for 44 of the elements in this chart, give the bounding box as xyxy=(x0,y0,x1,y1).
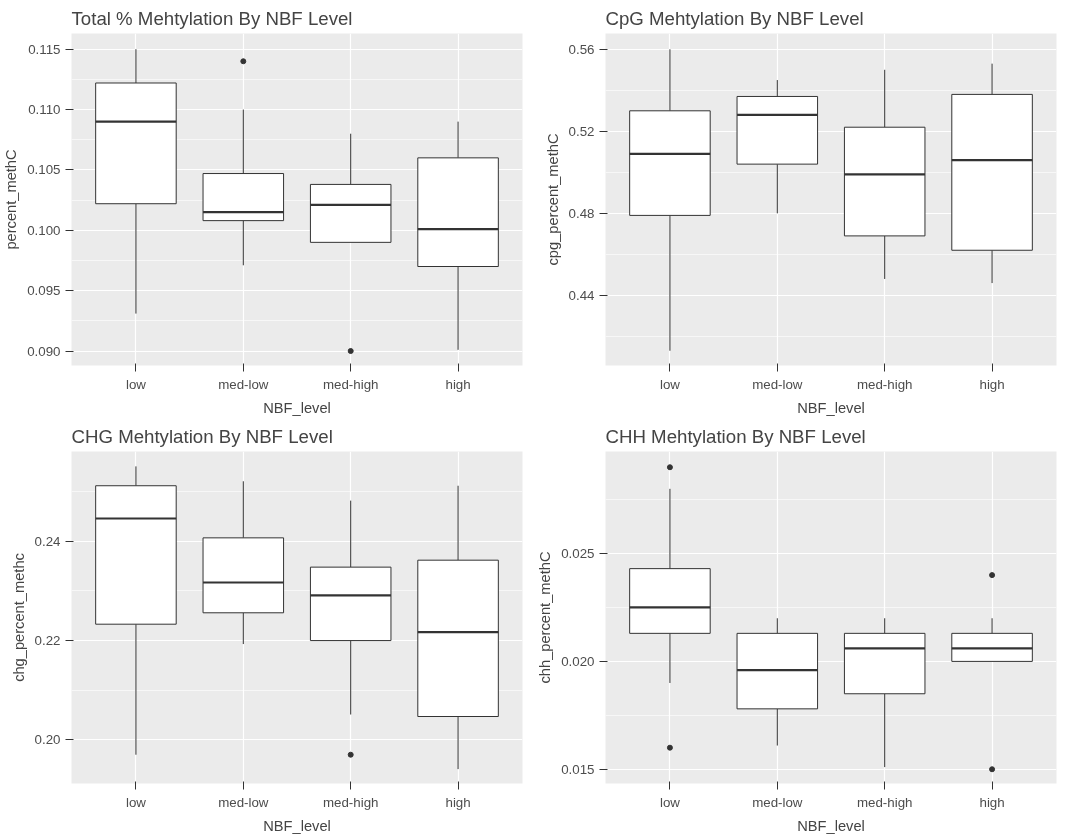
y-tick-label: 0.020 xyxy=(561,653,595,669)
y-tick-label: 0.095 xyxy=(27,283,61,299)
x-tick-label: low xyxy=(659,794,681,810)
x-axis-title: NBF_level xyxy=(263,817,331,834)
x-tick-label: med-high xyxy=(322,376,379,392)
x-tick-label: med-low xyxy=(752,794,803,810)
x-tick-label: low xyxy=(659,376,681,392)
chart-title: CHH Mehtylation By NBF Level xyxy=(605,425,866,447)
y-tick-label: 0.100 xyxy=(27,222,61,238)
x-tick-label: high xyxy=(445,794,471,810)
y-tick-label: 0.115 xyxy=(28,41,61,57)
x-axis-title: NBF_level xyxy=(797,399,865,416)
y-axis-title: cpg_percent_methC xyxy=(544,133,561,266)
x-axis-title: NBF_level xyxy=(263,399,331,416)
y-tick-label: 0.52 xyxy=(568,123,595,139)
y-tick-label: 0.24 xyxy=(34,533,62,549)
y-axis-title: chh_percent_methC xyxy=(537,551,554,684)
x-tick-label: med-high xyxy=(856,376,913,392)
x-tick-label: low xyxy=(125,794,147,810)
x-tick-label: med-low xyxy=(752,376,803,392)
x-tick-label: high xyxy=(445,376,471,392)
y-tick-label: 0.48 xyxy=(568,205,595,221)
chart-title: CpG Mehtylation By NBF Level xyxy=(605,7,864,29)
chart-title: Total % Mehtylation By NBF Level xyxy=(71,7,353,29)
y-tick-label: 0.44 xyxy=(568,287,596,303)
x-tick-label: high xyxy=(979,794,1005,810)
x-tick-label: low xyxy=(125,376,147,392)
x-tick-label: med-high xyxy=(322,794,379,810)
y-tick-label: 0.025 xyxy=(561,546,595,562)
x-tick-label: med-low xyxy=(218,794,269,810)
y-tick-label: 0.110 xyxy=(28,102,61,118)
x-tick-label: med-low xyxy=(218,376,269,392)
y-tick-label: 0.105 xyxy=(27,162,61,178)
x-tick-label: med-high xyxy=(856,794,913,810)
x-tick-label: high xyxy=(979,376,1005,392)
y-tick-label: 0.22 xyxy=(34,633,61,649)
y-axis-title: chg_percent_methc xyxy=(10,553,27,682)
x-axis-title: NBF_level xyxy=(797,817,865,834)
y-tick-label: 0.56 xyxy=(568,41,595,57)
y-tick-label: 0.090 xyxy=(27,343,61,359)
y-axis-title: percent_methC xyxy=(3,148,20,250)
chart-title: CHG Mehtylation By NBF Level xyxy=(71,425,333,447)
y-tick-label: 0.20 xyxy=(34,732,61,748)
y-tick-label: 0.015 xyxy=(561,761,595,777)
